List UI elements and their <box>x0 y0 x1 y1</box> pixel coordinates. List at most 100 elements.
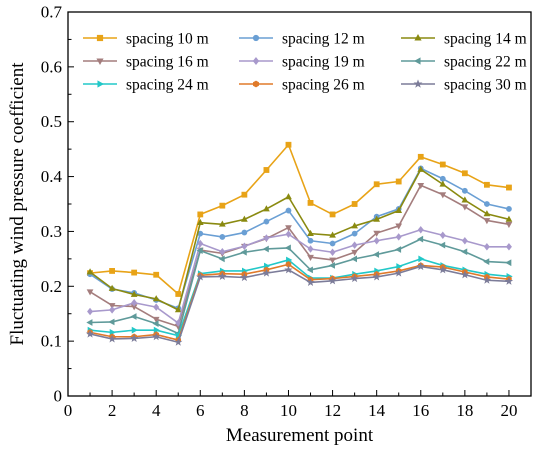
legend-label: spacing 16 m <box>126 54 209 71</box>
legend-swatch-marker <box>96 34 104 42</box>
legend-swatch-marker <box>96 58 104 65</box>
data-point <box>460 270 470 279</box>
data-point <box>197 211 204 218</box>
legend-item: spacing 26 m <box>239 77 365 94</box>
data-point <box>484 181 490 188</box>
data-point <box>130 290 138 297</box>
data-point <box>394 268 403 277</box>
y-tick-label: 0.6 <box>41 57 62 76</box>
data-point <box>129 333 139 342</box>
data-point <box>328 262 335 269</box>
data-point <box>461 187 468 194</box>
data-point <box>152 320 159 327</box>
data-point <box>218 255 225 263</box>
data-point <box>417 226 424 234</box>
legend-item: spacing 14 m <box>401 31 527 48</box>
data-point <box>175 319 182 327</box>
data-point <box>153 303 160 311</box>
data-point <box>306 278 315 287</box>
data-point <box>372 272 381 281</box>
data-point <box>417 235 424 243</box>
data-point <box>329 240 336 247</box>
data-point <box>108 303 116 310</box>
legend-label: spacing 14 m <box>444 31 527 48</box>
series-line <box>89 265 509 344</box>
x-tick-label: 6 <box>196 401 205 420</box>
data-point <box>219 202 226 209</box>
data-point <box>130 313 137 320</box>
data-point <box>175 291 182 297</box>
data-point <box>86 289 94 296</box>
x-tick-label: 4 <box>152 401 161 420</box>
data-point <box>372 251 380 258</box>
data-point <box>174 306 182 313</box>
data-point <box>505 259 512 267</box>
y-tick-label: 0 <box>54 387 63 406</box>
data-point <box>241 242 248 250</box>
data-point <box>131 299 138 307</box>
data-point <box>373 181 380 188</box>
data-point <box>307 237 314 244</box>
series-line <box>89 143 510 295</box>
data-point <box>350 274 359 283</box>
data-point <box>439 180 447 187</box>
legend-swatch-marker <box>252 57 260 65</box>
data-point <box>417 182 425 190</box>
data-point <box>484 201 490 207</box>
data-point <box>153 271 160 278</box>
data-point <box>285 225 292 232</box>
data-point <box>418 255 425 263</box>
data-point <box>417 165 425 172</box>
data-point <box>152 295 160 302</box>
legend-label: spacing 12 m <box>282 31 365 48</box>
data-point <box>373 237 380 245</box>
data-point <box>109 306 116 314</box>
data-point <box>108 318 115 326</box>
data-point <box>285 230 292 238</box>
data-point <box>439 231 446 240</box>
y-tick-label: 0.4 <box>41 167 63 186</box>
y-tick-label: 0.7 <box>41 3 63 22</box>
data-point <box>241 215 248 222</box>
data-point <box>284 244 291 252</box>
data-point <box>394 246 402 253</box>
data-point <box>351 222 358 229</box>
series-4 <box>86 182 513 331</box>
legend-item: spacing 19 m <box>239 54 365 71</box>
y-axis-label: Fluctuating wind pressure coefficient <box>7 62 28 346</box>
data-point <box>351 230 358 237</box>
data-point <box>285 207 292 214</box>
legend-swatch-marker <box>413 79 423 88</box>
data-point <box>263 167 270 173</box>
data-point <box>262 268 271 277</box>
data-point <box>197 239 204 248</box>
legend-item: spacing 16 m <box>83 54 209 71</box>
y-tick-label: 0.3 <box>41 222 62 241</box>
data-point <box>438 265 447 274</box>
data-point <box>461 196 469 203</box>
data-point <box>109 329 116 336</box>
data-point <box>395 223 403 230</box>
data-point <box>329 257 336 264</box>
x-tick-label: 14 <box>368 401 386 420</box>
data-point <box>461 204 469 211</box>
axes: 0 2 4 6 8 10 12 14 16 18 20 0 0.1 0.2 0.3 0.4 0.5 0.6 0.7 <box>41 3 532 420</box>
data-point <box>416 262 425 271</box>
data-point <box>218 220 226 227</box>
series-line <box>89 258 510 337</box>
data-point <box>240 248 247 256</box>
data-point <box>395 178 402 185</box>
data-point <box>505 243 512 251</box>
data-point <box>152 332 161 341</box>
data-point <box>505 215 513 222</box>
legend-swatch-marker <box>414 34 422 41</box>
series-line <box>89 167 510 310</box>
data-point <box>329 248 336 257</box>
series-line <box>90 238 509 335</box>
x-tick-label: 10 <box>280 401 297 420</box>
data-point <box>461 170 468 177</box>
data-point <box>307 254 314 261</box>
data-point <box>87 307 94 316</box>
legend-swatch-marker <box>414 57 421 65</box>
